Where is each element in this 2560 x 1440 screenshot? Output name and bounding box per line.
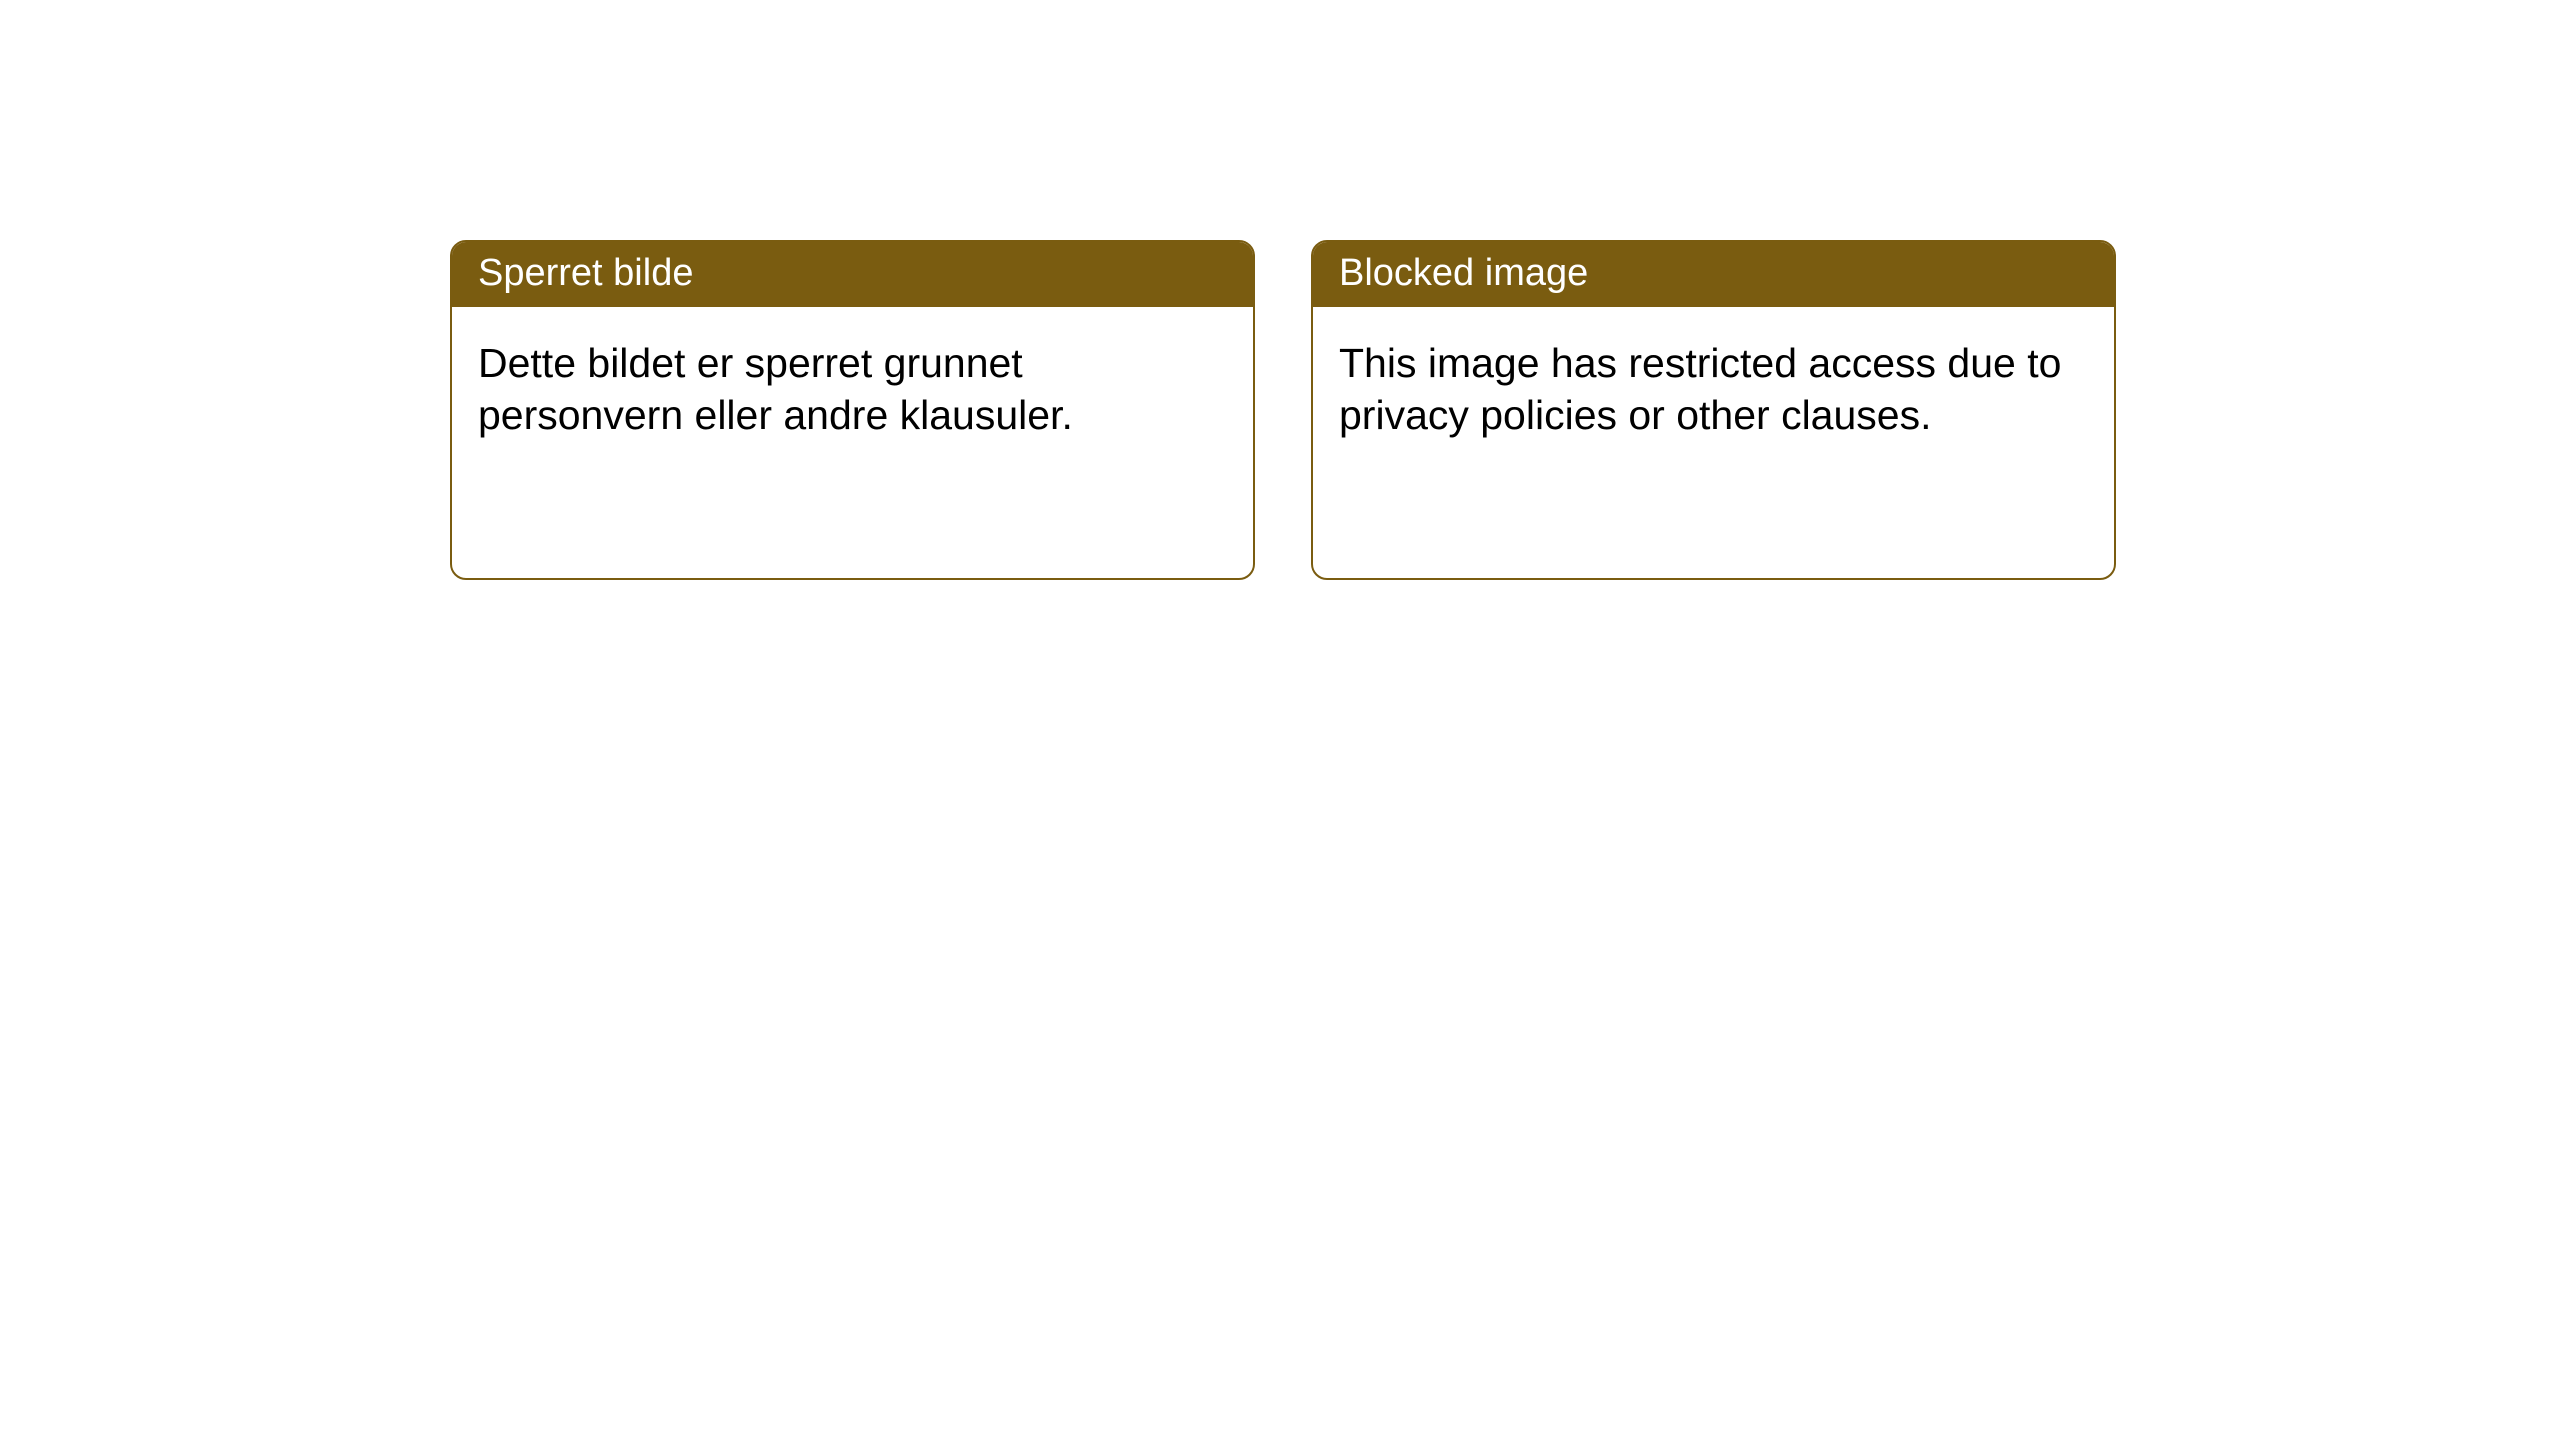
notice-card-norwegian: Sperret bilde Dette bildet er sperret gr… <box>450 240 1255 580</box>
notice-title-english: Blocked image <box>1313 242 2114 307</box>
notice-title-norwegian: Sperret bilde <box>452 242 1253 307</box>
notice-message-english: This image has restricted access due to … <box>1313 307 2114 472</box>
notice-message-norwegian: Dette bildet er sperret grunnet personve… <box>452 307 1253 472</box>
notice-card-english: Blocked image This image has restricted … <box>1311 240 2116 580</box>
notice-container: Sperret bilde Dette bildet er sperret gr… <box>0 0 2560 580</box>
